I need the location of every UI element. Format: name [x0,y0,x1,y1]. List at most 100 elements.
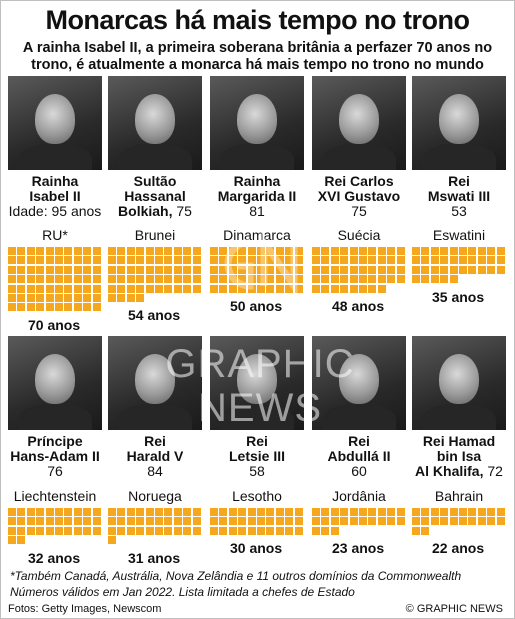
monarch-age: 53 [451,203,467,219]
year-square [449,275,458,284]
footnote-1: *Também Canadá, Austrália, Nova Zelândia… [10,569,462,583]
year-square [126,508,135,516]
year-square [285,265,294,274]
year-square [136,294,145,302]
year-square [64,294,73,302]
monarch-name-line: Harald V [126,448,184,464]
year-square [440,508,449,516]
year-square [55,526,63,535]
year-square [321,265,330,274]
year-square [294,247,303,255]
year-square [359,265,367,274]
year-square [45,508,54,516]
year-square [496,265,505,274]
year-square [340,517,349,526]
country-label: Bahrain [434,488,484,504]
year-square [349,256,358,265]
monarch-name-extra: Al Khalifa, [415,463,484,479]
year-square [285,508,294,516]
year-square [228,265,237,274]
year-square [155,275,163,284]
year-square [266,284,275,293]
year-square [108,256,116,265]
year-square [64,508,73,516]
year-square [36,303,45,312]
year-square [136,247,145,255]
year-square [412,275,420,284]
year-square [449,517,458,526]
country-label: Dinamarca [223,227,291,243]
year-square [421,275,430,284]
year-square [173,526,182,535]
year-square [368,508,377,516]
monarch-name: Rei Letsie III 58 [206,434,308,479]
year-square [468,256,477,265]
year-square [92,517,101,526]
year-square [285,247,294,255]
year-square [330,517,339,526]
year-square [92,284,101,293]
year-square [26,275,35,284]
year-square [238,517,247,526]
year-square [247,247,256,255]
year-square [83,508,92,516]
country-label: Brunei [134,227,176,243]
year-square [219,256,228,265]
year-square [8,526,16,535]
year-square [266,517,275,526]
year-square [321,284,330,293]
year-square [192,526,201,535]
year-square [36,284,45,293]
year-square [136,517,145,526]
year-square [83,265,92,274]
reign-years-label: 48 anos [332,298,385,314]
year-square [55,517,63,526]
year-square [421,508,430,516]
year-square [449,256,458,265]
year-square [275,256,284,265]
year-square [487,508,496,516]
year-square [26,294,35,302]
year-square [377,265,386,274]
year-square [117,526,126,535]
year-square [145,256,154,265]
year-square [294,275,303,284]
year-square [487,517,496,526]
year-square [377,508,386,516]
year-square [108,517,116,526]
year-square [173,275,182,284]
year-square [247,275,256,284]
monarch-age: 75 [176,203,192,219]
year-square [210,275,218,284]
year-square [396,265,405,274]
year-square [468,508,477,516]
subtitle-line-2: trono, é atualmente a monarca há mais te… [31,57,484,73]
year-square [330,284,339,293]
year-square [210,508,218,516]
year-square [117,247,126,255]
reign-years-label: 32 anos [28,549,81,566]
year-square [64,526,73,535]
country-label: Noruega [128,488,182,504]
year-square [55,275,63,284]
year-square [73,284,82,293]
year-square [26,284,35,293]
year-square [496,517,505,526]
monarch-name-extra: Idade: 95 anos [8,203,102,219]
year-square [228,526,237,535]
year-square [312,526,320,535]
year-square [17,275,26,284]
year-square [8,536,16,545]
year-square [377,517,386,526]
year-square [477,508,486,516]
photo-credit: Fotos: Getty Images, Newscom [8,603,162,615]
year-square [145,508,154,516]
year-square [340,247,349,255]
monarch-title: Príncipe [27,433,83,449]
year-square [126,275,135,284]
year-square [183,508,192,516]
year-square [92,294,101,302]
year-square [45,265,54,274]
year-square [83,517,92,526]
year-square [45,517,54,526]
